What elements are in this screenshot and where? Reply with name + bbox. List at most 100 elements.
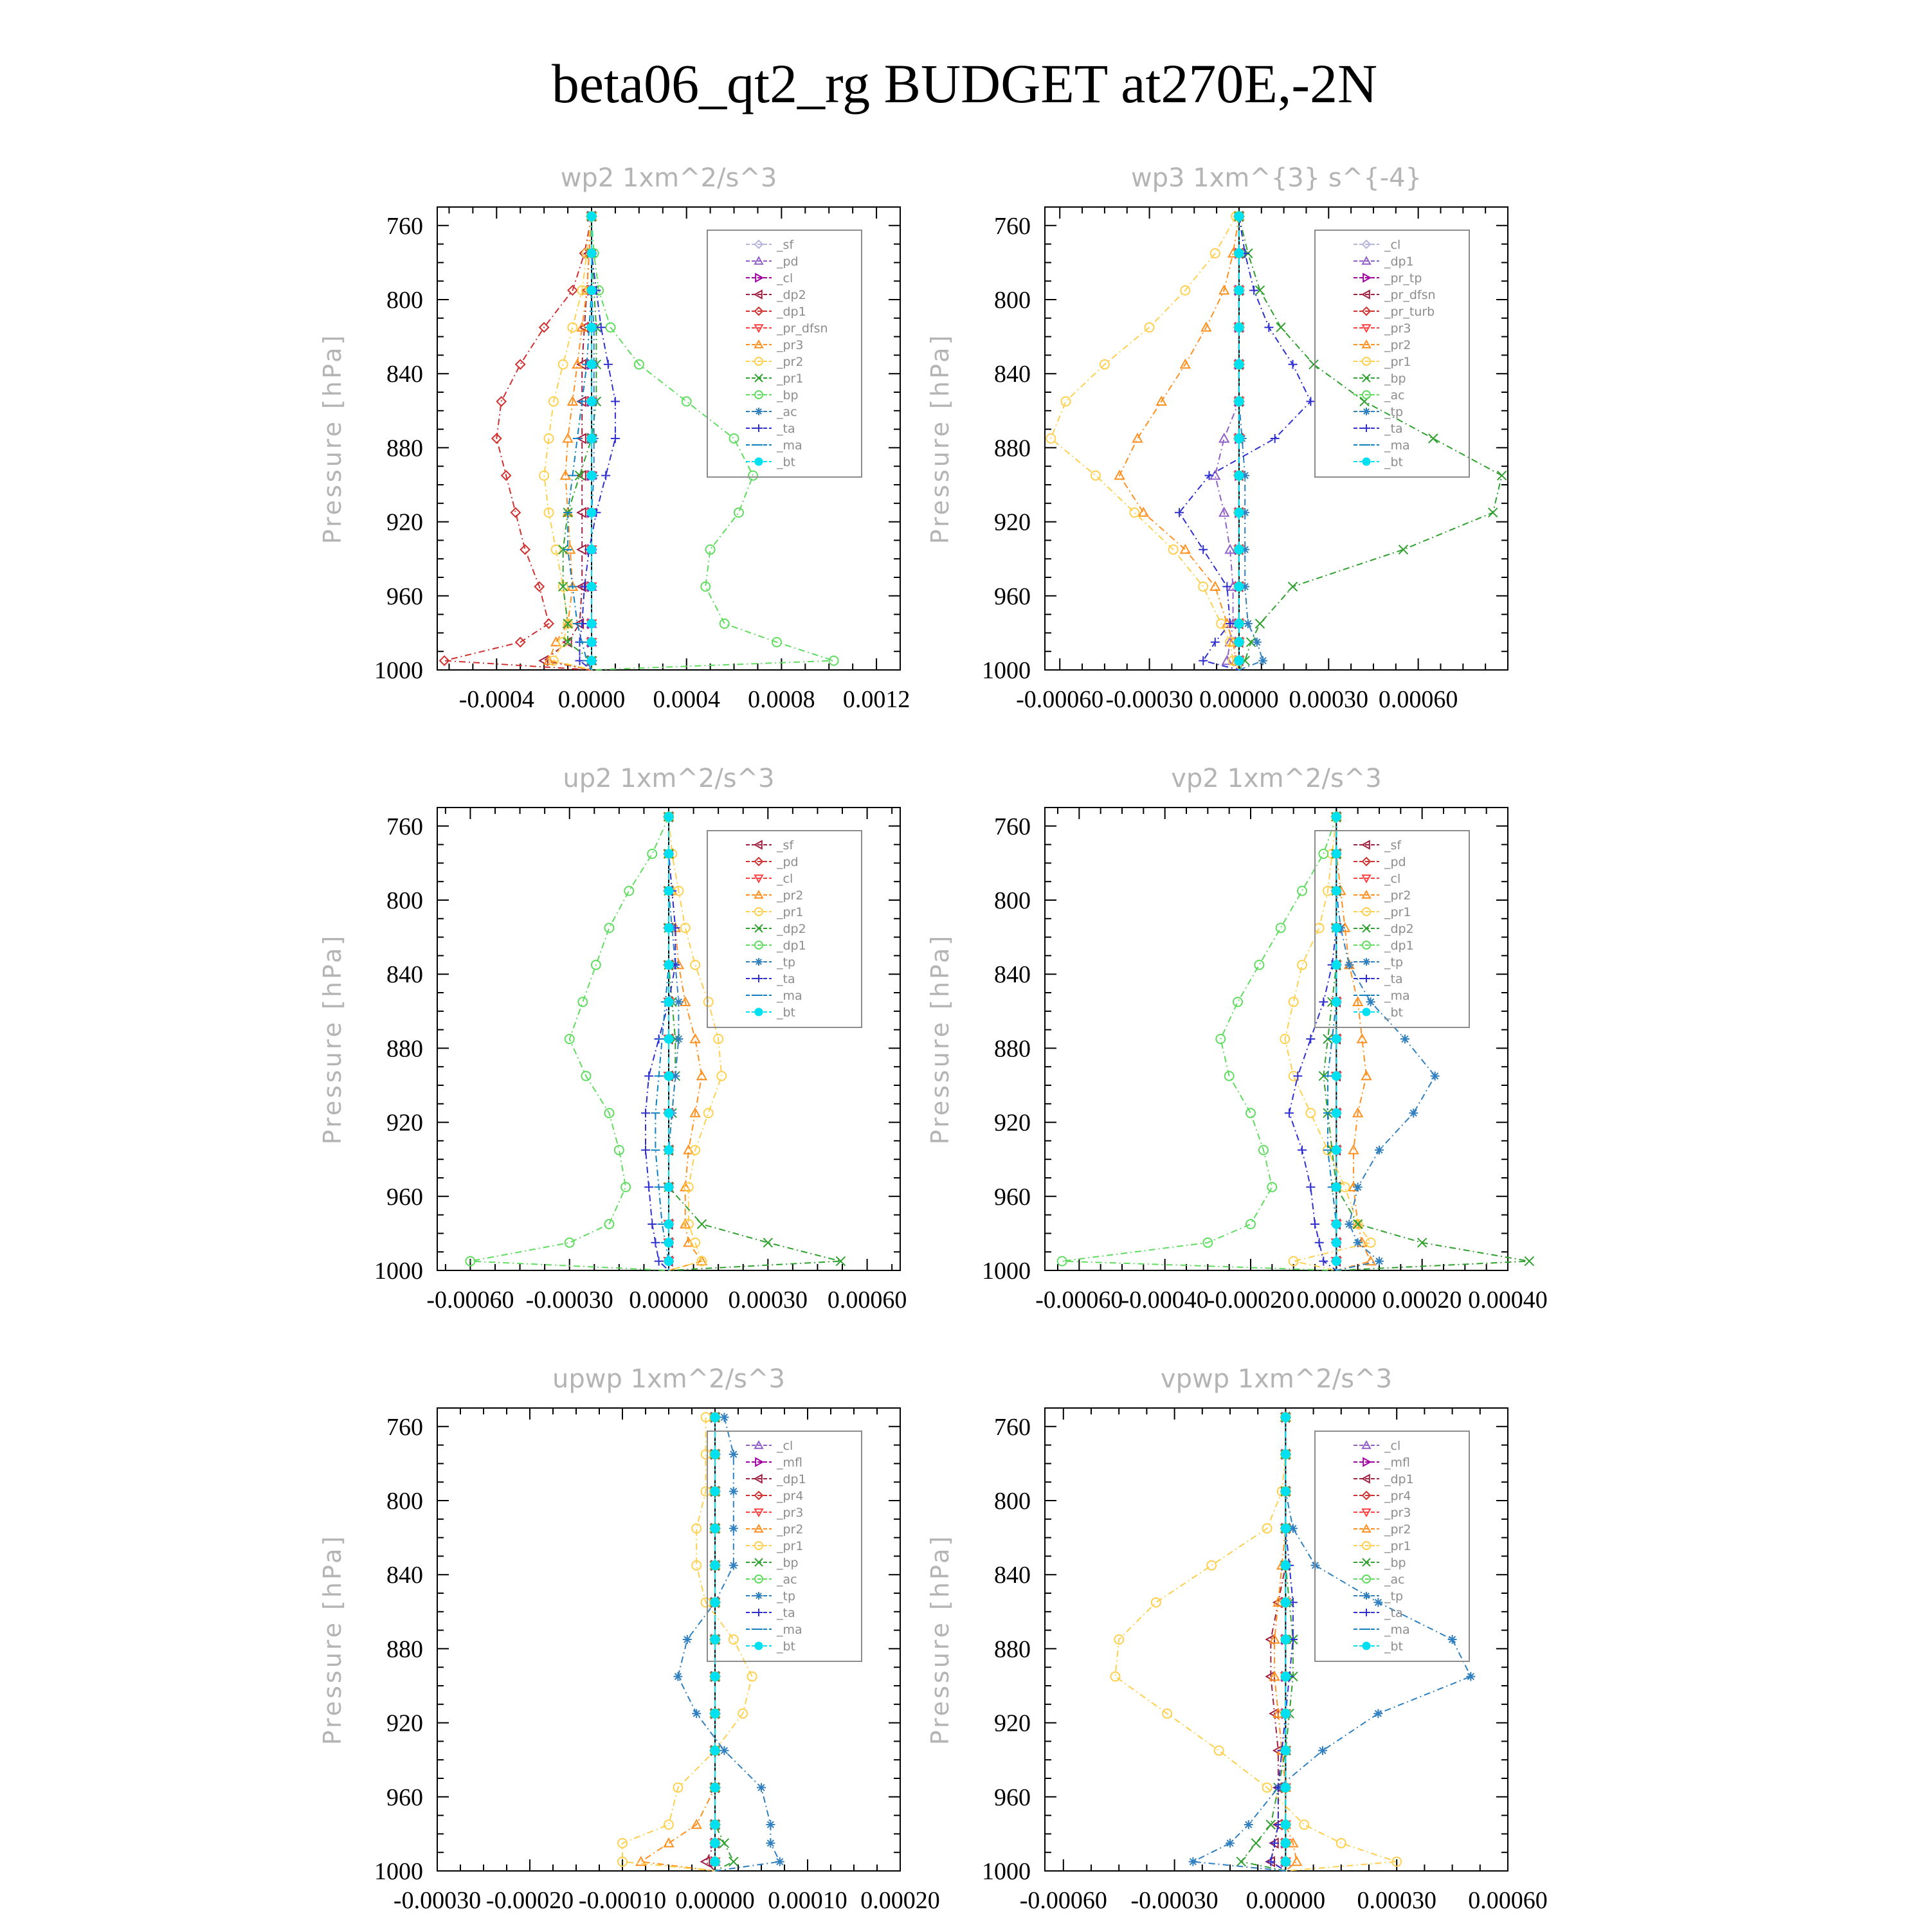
- legend-label: _ac: [1384, 388, 1405, 402]
- legend-marker: [754, 374, 763, 383]
- series-line: [1336, 817, 1436, 1271]
- legend-label: _pr_tp: [1384, 271, 1422, 285]
- x-tick-label: 0.0000: [558, 686, 626, 713]
- data-point: [1280, 1708, 1291, 1719]
- panel-title: wp2 1xm^2/s^3: [561, 163, 777, 193]
- series-dp1: [1056, 811, 1342, 1271]
- data-point: [1298, 1145, 1307, 1155]
- legend-label: _ac: [1384, 1573, 1405, 1587]
- series-line: [622, 1417, 753, 1872]
- x-tick-label: 0.00040: [1468, 1286, 1548, 1314]
- panel-4: vp2 1xm^2/s^3 Pressure [hPa] 760 800 840 880 9…: [926, 764, 1548, 1314]
- data-point: [1348, 1144, 1359, 1155]
- data-point: [1336, 1837, 1346, 1848]
- legend-label: _pr3: [1384, 321, 1411, 336]
- figure-title: beta06_qt2_rg BUDGET at270E,-2N: [551, 53, 1378, 114]
- data-point: [586, 656, 597, 666]
- data-point: [1318, 1746, 1327, 1755]
- data-point: [1234, 581, 1244, 591]
- data-point: [1269, 1670, 1280, 1681]
- data-point: [664, 960, 674, 970]
- data-point: [681, 396, 692, 407]
- data-point: [1373, 1709, 1383, 1719]
- data-point: [1236, 1856, 1246, 1867]
- y-tick-label: 760: [386, 1414, 423, 1441]
- data-point: [1056, 1256, 1067, 1267]
- data-point: [1046, 433, 1056, 444]
- data-point: [710, 1486, 720, 1497]
- data-point: [1269, 1633, 1280, 1644]
- data-point: [696, 1070, 708, 1081]
- data-point: [1249, 285, 1259, 295]
- legend-label: _cl: [1384, 1439, 1400, 1453]
- legend-label: _bp: [1384, 1556, 1406, 1570]
- data-point: [671, 1071, 680, 1081]
- data-point: [1280, 1412, 1291, 1422]
- legend-marker: [1362, 374, 1371, 383]
- data-point: [1226, 619, 1235, 628]
- series-line: [470, 816, 669, 1271]
- y-tick-label: 1000: [982, 1858, 1031, 1885]
- legend-box: [1314, 1431, 1470, 1662]
- data-point: [713, 1034, 724, 1044]
- data-point: [1364, 1255, 1377, 1266]
- legend-label: _pr2: [1384, 889, 1411, 903]
- data-point: [586, 545, 597, 555]
- data-point: [1409, 1108, 1418, 1118]
- data-point: [766, 1820, 775, 1829]
- data-point: [1280, 1560, 1291, 1571]
- data-point: [664, 1182, 674, 1192]
- x-tick-label: 0.00000: [629, 1286, 709, 1314]
- series-bt: [710, 1412, 720, 1871]
- data-point: [1218, 432, 1230, 443]
- data-point: [1240, 582, 1250, 591]
- data-point: [710, 1857, 720, 1867]
- y-tick-label: 920: [994, 1710, 1031, 1737]
- legend-label: _pr_dfsn: [776, 321, 828, 336]
- data-point: [574, 470, 585, 481]
- data-point: [1252, 637, 1262, 647]
- x-tick-label: 0.0004: [653, 686, 720, 713]
- legend-label: _ma: [1384, 438, 1410, 453]
- data-point: [617, 1837, 628, 1848]
- data-point: [1331, 886, 1341, 896]
- data-point: [1254, 959, 1265, 970]
- y-tick-label: 920: [386, 509, 423, 536]
- data-point: [1280, 1672, 1291, 1682]
- legend-marker: [754, 255, 764, 265]
- data-point: [439, 655, 450, 667]
- data-point: [696, 1219, 707, 1229]
- legend-label: _cl: [776, 1439, 793, 1453]
- data-point: [586, 211, 597, 221]
- legend: _cl _dp1 _pr_tp _pr_dfsn _pr_turb _pr3 _pr2 _pr…: [1314, 230, 1470, 478]
- legend-label: _ma: [1384, 989, 1410, 1003]
- legend-marker: [1361, 889, 1372, 899]
- data-point: [729, 1560, 738, 1570]
- series-ta: [1175, 212, 1316, 671]
- data-point: [567, 322, 578, 333]
- data-point: [1224, 1070, 1235, 1081]
- data-point: [673, 1782, 684, 1793]
- y-tick-label: 840: [994, 361, 1031, 388]
- data-point: [728, 1634, 739, 1645]
- legend-label: _tp: [776, 955, 795, 970]
- legend-marker: [754, 924, 763, 933]
- data-point: [586, 618, 597, 629]
- data-point: [601, 471, 611, 480]
- legend-label: _mfl: [776, 1456, 802, 1470]
- data-point: [1288, 997, 1299, 1007]
- series-pr1: [664, 811, 727, 1271]
- legend-marker: [1361, 840, 1370, 850]
- legend-marker: [754, 1541, 763, 1550]
- legend-label: _pr3: [776, 338, 803, 352]
- x-tick-label: 0.00030: [1289, 686, 1369, 713]
- legend-label: _sf: [776, 838, 794, 853]
- data-point: [664, 1219, 674, 1229]
- legend-marker: [755, 1457, 765, 1467]
- x-tick-label: -0.00020: [486, 1887, 574, 1914]
- data-point: [557, 545, 568, 555]
- legend-marker: [1363, 273, 1372, 283]
- data-point: [1213, 1745, 1224, 1756]
- data-point: [641, 1145, 650, 1155]
- legend: _sf _pd _cl _dp2 _dp1 _pr_dfsn _pr3 _pr2 _pr1 _bp…: [707, 230, 862, 478]
